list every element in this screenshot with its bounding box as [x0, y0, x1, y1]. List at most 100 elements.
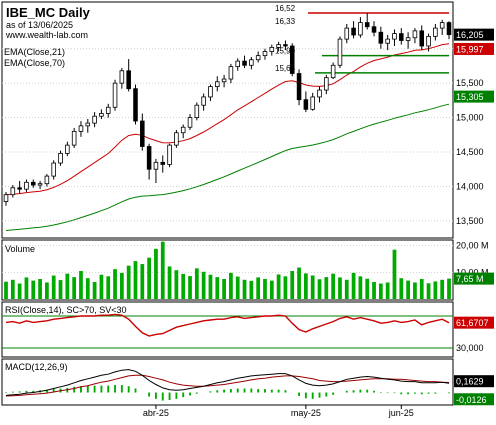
volume-bar: [222, 279, 226, 299]
candle-body: [426, 35, 431, 47]
candle-body: [126, 70, 131, 90]
volume-bar: [317, 279, 322, 299]
volume-bar: [140, 264, 145, 299]
candle-body: [99, 113, 104, 117]
candle-body: [187, 117, 193, 128]
macd-last-tag: 0,1629: [456, 377, 484, 387]
volume-bar: [242, 279, 247, 299]
candle-body: [249, 59, 254, 66]
volume-last-tag-box: [454, 272, 494, 285]
volume-bar: [344, 279, 349, 299]
ema21-last-tag-box: [454, 42, 494, 55]
volume-bar: [79, 271, 83, 299]
volume-bar: [447, 278, 451, 299]
candle-body: [71, 130, 77, 146]
macd-label: MACD(12,26,9): [5, 362, 68, 372]
candle-body: [419, 30, 425, 47]
candle-body: [58, 152, 63, 164]
rsi-series: [2, 313, 453, 349]
volume-tick-label: 20,00 M: [456, 241, 489, 251]
candle-body: [44, 175, 50, 185]
candle-body: [3, 194, 9, 202]
candle-body: [324, 77, 329, 91]
volume-bar: [45, 282, 49, 299]
volume-bar: [304, 273, 308, 299]
level-label: 16,52: [275, 4, 296, 13]
candle-body: [296, 73, 302, 101]
price-tick-label: 15,000: [456, 113, 484, 123]
volume-bar: [167, 266, 172, 299]
candle-body: [392, 33, 397, 40]
candle-body: [215, 81, 220, 88]
candle-body: [85, 122, 91, 127]
ema70-legend: EMA(Close,70): [4, 58, 65, 68]
candle-body: [310, 96, 315, 110]
candle-body: [65, 144, 70, 154]
candle-body: [358, 22, 363, 36]
rsi-line: [5, 313, 450, 337]
candle-body: [433, 27, 438, 37]
price-tick-label: 14,000: [456, 181, 484, 191]
candle-body: [371, 26, 377, 33]
candle-body: [405, 37, 411, 41]
chart-subtitle: as of 13/06/2025: [6, 20, 73, 30]
macd-signal-line: [5, 374, 450, 397]
candle-body: [10, 187, 16, 196]
macd-panel: [1, 358, 454, 406]
rsi-last-tag: 61,6707: [456, 318, 489, 328]
x-tick-label: may-25: [291, 408, 321, 418]
ema21-line: [5, 43, 450, 196]
candle-body: [364, 22, 370, 28]
volume-bar: [17, 283, 22, 299]
level-label: 15,90: [275, 47, 296, 56]
candle-body: [133, 88, 138, 122]
volume-label: Volume: [5, 244, 35, 254]
volume-bar: [106, 276, 111, 299]
candle-body: [255, 55, 261, 61]
candle-body: [37, 183, 43, 186]
ema70-line: [5, 103, 450, 231]
volume-bar: [365, 278, 370, 299]
candle-body: [174, 132, 179, 146]
volume-bar: [65, 273, 70, 299]
volume-bar: [358, 276, 363, 299]
candle-body: [378, 31, 384, 44]
volume-bar: [276, 274, 281, 299]
rsi-label: RSI(Close,14), SC>70, SV<30: [5, 305, 127, 315]
candle-body: [344, 27, 350, 40]
volume-bar: [119, 272, 124, 299]
volume-bar: [181, 273, 186, 299]
volume-bar: [385, 282, 390, 299]
rsi-tick-label: 30,000: [456, 343, 484, 353]
candle-body: [439, 22, 445, 29]
volume-bar: [297, 267, 301, 299]
gridlines: [2, 48, 453, 273]
last-price-tag-box: [454, 28, 494, 41]
volume-bar: [10, 279, 15, 299]
candle-body: [30, 181, 36, 186]
candle-body: [208, 86, 213, 98]
candle-body: [385, 38, 390, 44]
candle-body: [160, 161, 166, 165]
volume-bar: [372, 281, 376, 299]
candle-body: [167, 144, 172, 165]
candle-body: [283, 44, 288, 47]
candle-body: [242, 60, 247, 66]
volume-bar: [133, 261, 138, 299]
candle-body: [153, 161, 159, 170]
volume-bar: [283, 276, 288, 299]
candle-body: [235, 60, 240, 68]
candle-body: [221, 78, 227, 83]
x-tick-label: jun-25: [388, 408, 414, 418]
volume-bar: [201, 271, 206, 299]
candle-body: [24, 181, 29, 190]
x-tick-label: abr-25: [143, 408, 169, 418]
volume-bar: [263, 279, 267, 299]
volume-bar: [4, 281, 8, 299]
macd-hist-last-tag: -0,0126: [456, 395, 487, 405]
volume-bar: [310, 275, 315, 299]
chart-title: IBE_MC Daily: [6, 5, 91, 20]
price-series: 16,52 16,33 15,90 15,65: [3, 4, 452, 231]
